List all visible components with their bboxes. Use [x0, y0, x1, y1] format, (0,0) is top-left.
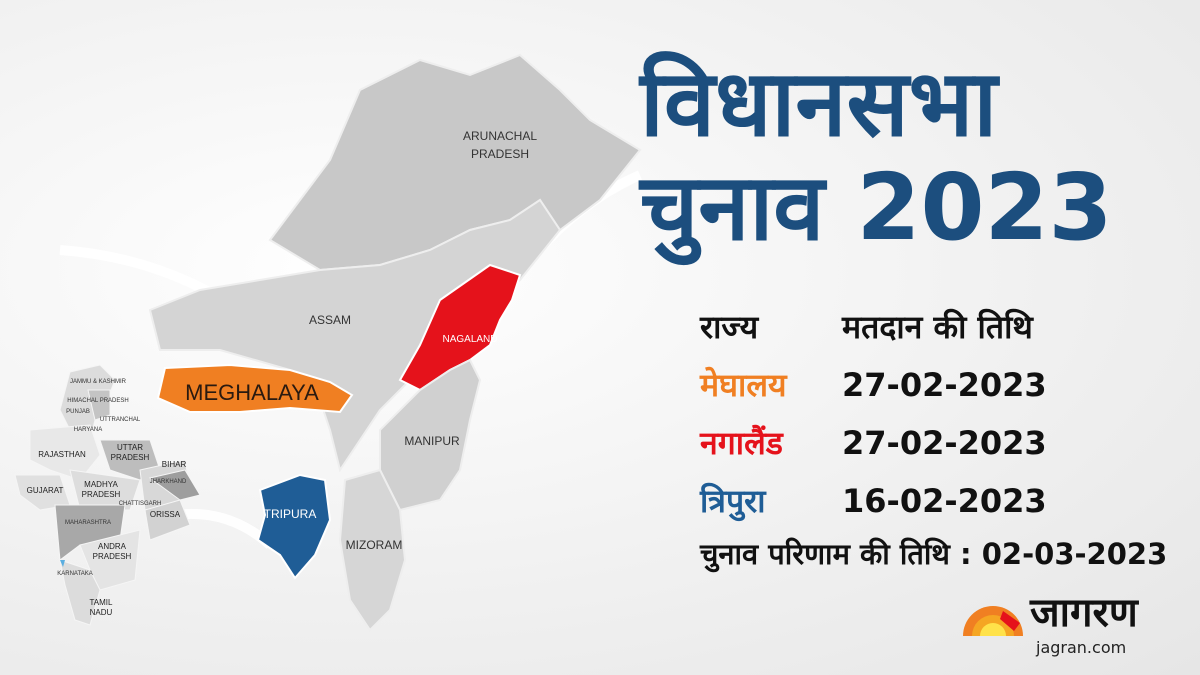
- label-tamil: TAMIL: [90, 598, 114, 607]
- label-pradesh-ap: PRADESH: [93, 552, 132, 561]
- table-row: मेघालय 27-02-2023: [700, 356, 1047, 414]
- tripura-region[interactable]: [256, 473, 332, 580]
- label-karnataka: KARNATAKA: [57, 571, 92, 577]
- label-haryana: HARYANA: [74, 427, 102, 433]
- logo-url: jagran.com: [1036, 638, 1127, 657]
- india-map: JAMMU & KASHMIR HIMACHAL PRADESH PUNJAB …: [14, 364, 201, 626]
- state-name: नगालैंड: [700, 424, 783, 462]
- label-jk: JAMMU & KASHMIR: [70, 379, 127, 385]
- table-row: नगालैंड 27-02-2023: [700, 414, 1047, 472]
- manipur-region: [379, 358, 482, 512]
- label-tripura: TRIPURA: [264, 507, 317, 521]
- label-chattisgarh: CHATTISGARH: [119, 501, 162, 507]
- title-line2: चुनाव 2023: [640, 154, 1113, 261]
- sun-logo-icon: [963, 606, 1023, 636]
- poll-date: 16-02-2023: [842, 482, 1047, 520]
- election-table: राज्य मतदान की तिथि मेघालय 27-02-2023 नग…: [700, 298, 1047, 530]
- label-punjab: PUNJAB: [66, 409, 90, 415]
- header-state: राज्य: [700, 308, 759, 346]
- meghalaya-region[interactable]: [156, 363, 354, 414]
- table-row: त्रिपुरा 16-02-2023: [700, 472, 1047, 530]
- label-meghalaya: MEGHALAYA: [185, 380, 319, 405]
- label-nagaland: NAGALAND: [442, 334, 497, 345]
- nagaland-region[interactable]: [398, 263, 522, 392]
- label-rajasthan: RAJASTHAN: [38, 450, 86, 459]
- label-pradesh-up: PRADESH: [111, 453, 150, 462]
- label-bihar: BIHAR: [162, 460, 187, 469]
- label-madhya: MADHYA: [84, 480, 118, 489]
- state-name: त्रिपुरा: [700, 482, 766, 520]
- label-nadu: NADU: [90, 608, 113, 617]
- label-jharkhand: JHARKHAND: [150, 479, 187, 485]
- label-gujarat: GUJARAT: [27, 486, 64, 495]
- poll-date: 27-02-2023: [842, 366, 1047, 404]
- label-pradesh: PRADESH: [471, 147, 529, 161]
- label-pradesh-mp: PRADESH: [82, 490, 121, 499]
- result-date: चुनाव परिणाम की तिथि : 02-03-2023: [700, 537, 1168, 571]
- label-uttranchal: UTTRANCHAL: [100, 417, 141, 423]
- label-arunachal: ARUNACHAL: [463, 129, 537, 143]
- jagran-logo[interactable]: जागरण jagran.com: [958, 593, 1168, 667]
- label-andra: ANDRA: [98, 542, 127, 551]
- title-line1: विधानसभा: [640, 50, 998, 157]
- table-header: राज्य मतदान की तिथि: [700, 298, 1047, 356]
- mizoram-region: [338, 468, 407, 632]
- state-name: मेघालय: [700, 366, 787, 404]
- label-uttar: UTTAR: [117, 443, 143, 452]
- label-maharashtra: MAHARASHTRA: [65, 520, 111, 526]
- label-orissa: ORISSA: [150, 510, 181, 519]
- header-date: मतदान की तिथि: [842, 308, 1033, 346]
- label-hp: HIMACHAL PRADESH: [67, 398, 128, 404]
- label-manipur: MANIPUR: [404, 434, 460, 448]
- label-mizoram: MIZORAM: [346, 538, 403, 552]
- logo-name: जागरण: [1030, 590, 1138, 636]
- poll-date: 27-02-2023: [842, 424, 1047, 462]
- label-assam: ASSAM: [309, 313, 351, 327]
